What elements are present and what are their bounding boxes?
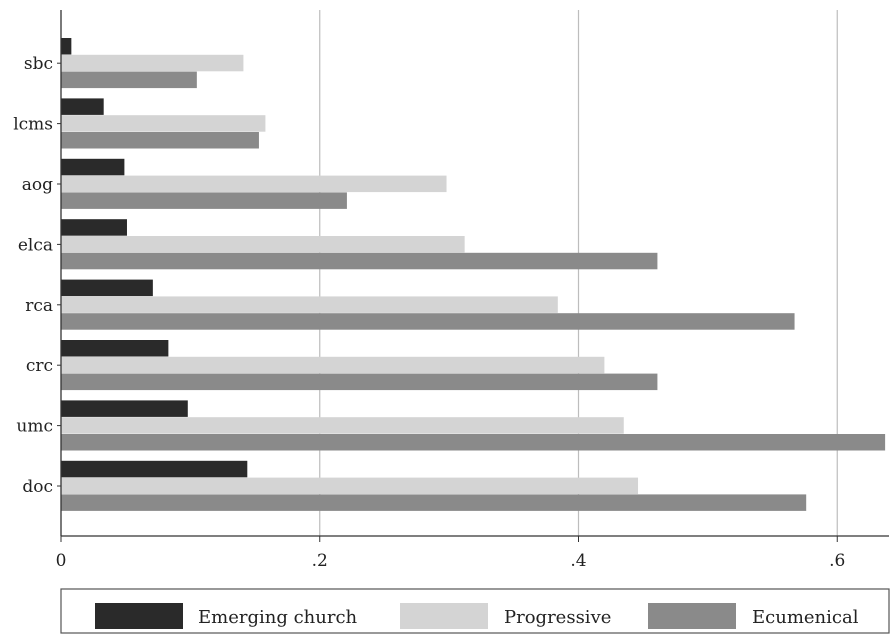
bar-elca-emerging-church [61,219,127,236]
bars [61,38,886,511]
legend-label-progressive: Progressive [504,607,611,628]
bar-elca-progressive [61,236,465,253]
x-tick-label-3: .6 [829,551,845,571]
bar-aog-emerging-church [61,158,125,176]
bar-rca-progressive [61,296,558,313]
legend: Emerging church Progressive Ecumenical [60,588,890,634]
bar-lcms-ecumenical [61,132,259,149]
bar-elca-ecumenical [61,252,658,270]
x-tick-label-0: 0 [56,551,67,571]
bar-crc-emerging-church [61,340,169,357]
y-tick-label-sbc: sbc [24,54,53,74]
y-tick-label-doc: doc [22,477,53,497]
axes: sbc lcms aog elca rca crc umc doc 0 .2 .4 .6 [13,10,889,571]
y-tick-label-crc: crc [26,356,53,376]
bar-doc-progressive [61,477,639,495]
bar-sbc-ecumenical [61,71,197,89]
bar-sbc-progressive [61,54,244,72]
y-tick-label-lcms: lcms [13,115,53,135]
legend-label-ecumenical: Ecumenical [752,607,859,628]
bar-doc-emerging-church [61,460,248,478]
y-tick-label-elca: elca [18,235,53,255]
legend-swatch-ecumenical [648,603,736,629]
x-tick-label-1: .2 [312,551,328,571]
bar-aog-ecumenical [61,192,347,209]
x-tick-label-2: .4 [570,551,586,571]
bar-sbc-emerging-church [61,38,72,55]
legend-swatch-progressive [400,603,488,629]
bar-rca-ecumenical [61,313,795,330]
bar-doc-ecumenical [61,494,807,511]
bar-rca-emerging-church [61,279,153,297]
grid-lines [319,10,838,536]
bar-crc-ecumenical [61,373,658,391]
bar-crc-progressive [61,356,605,374]
bar-lcms-emerging-church [61,98,104,115]
bar-umc-progressive [61,417,624,434]
bar-umc-emerging-church [61,400,188,417]
y-tick-label-rca: rca [25,296,53,316]
y-tick-label-aog: aog [22,175,53,195]
legend-swatch-emerging-church [95,603,183,629]
legend-label-emerging-church: Emerging church [198,607,358,628]
bar-lcms-progressive [61,115,266,132]
bar-aog-progressive [61,175,447,193]
bar-umc-ecumenical [61,434,886,451]
y-tick-label-umc: umc [16,417,53,437]
